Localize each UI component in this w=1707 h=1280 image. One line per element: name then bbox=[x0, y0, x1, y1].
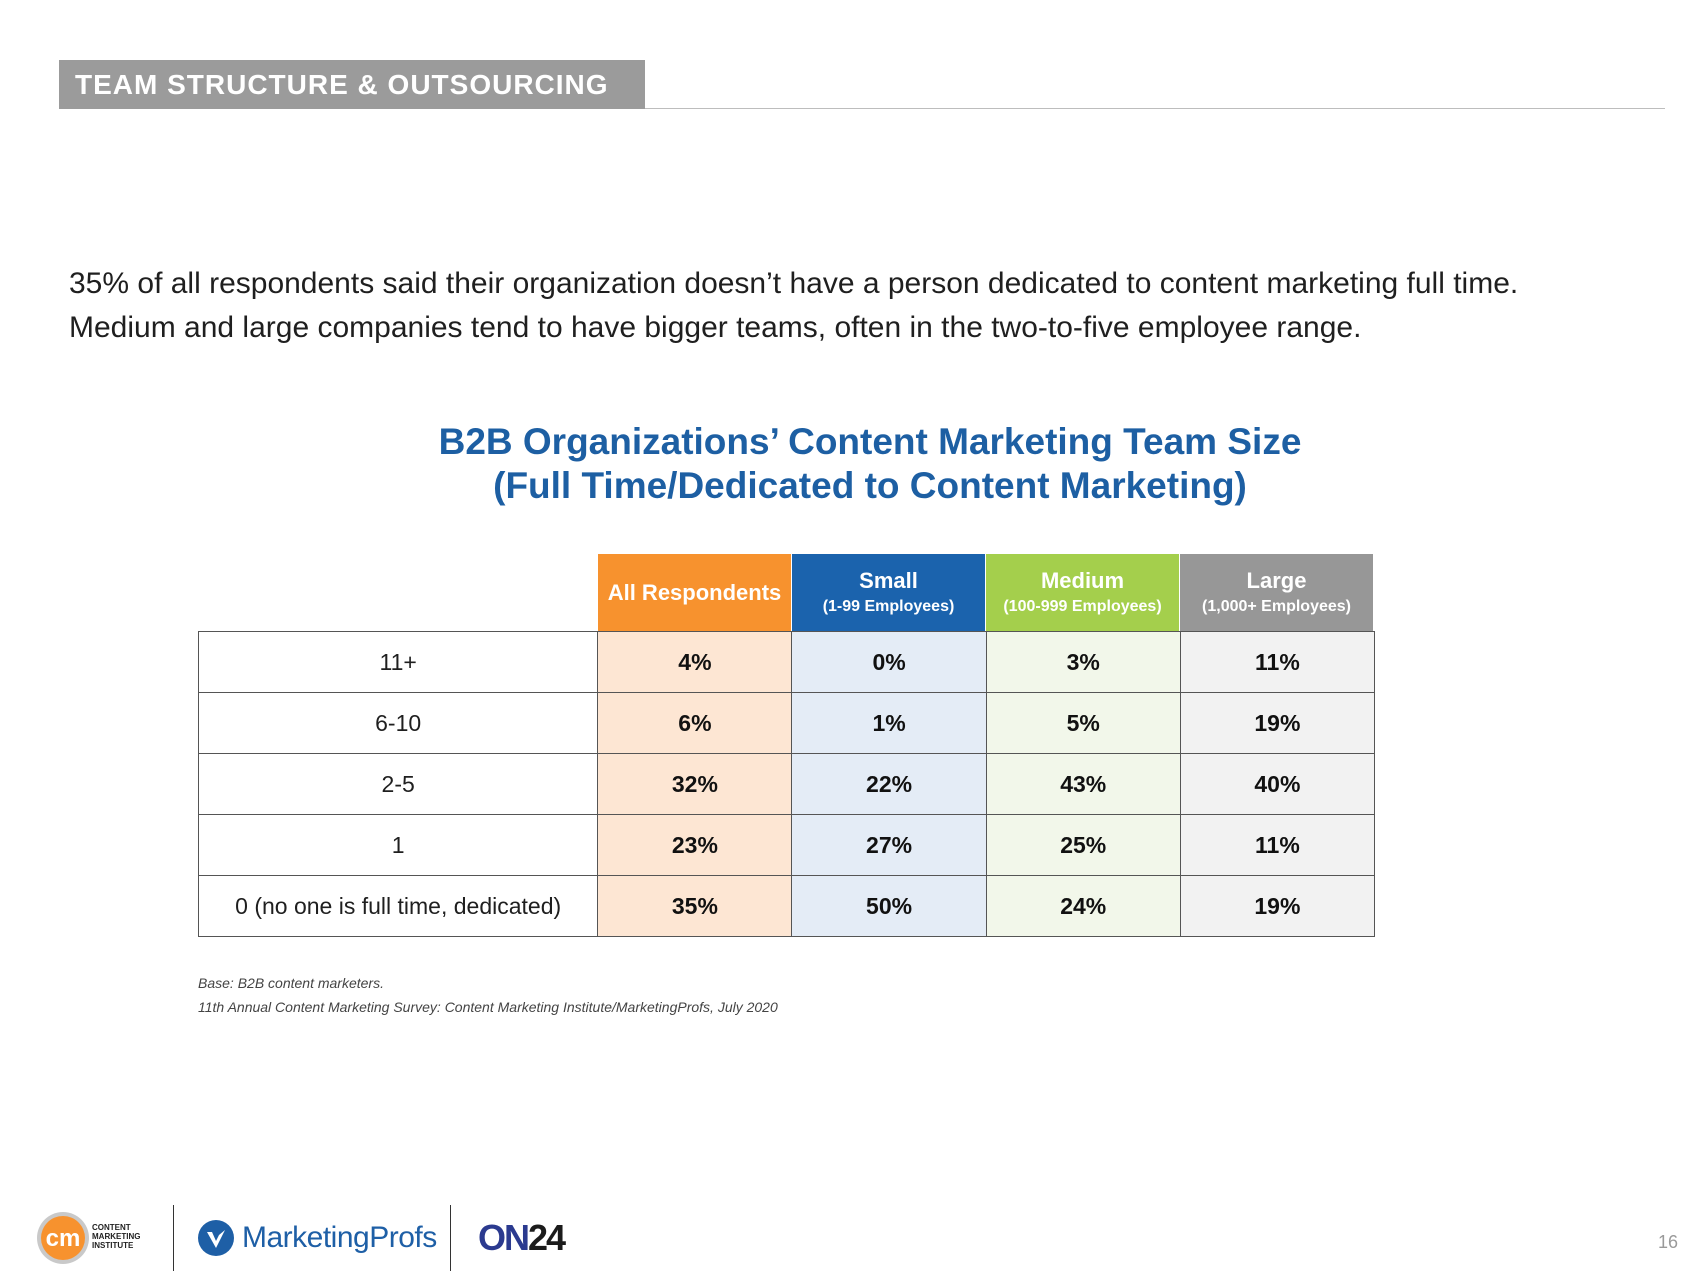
cell-large: 11% bbox=[1179, 631, 1376, 693]
column-header-label: All Respondents bbox=[607, 579, 782, 605]
row-label: 11+ bbox=[197, 631, 599, 693]
on24-logo: ON 24 bbox=[478, 1216, 566, 1260]
column-header-label: Large bbox=[1246, 567, 1307, 593]
footnote-source: 11th Annual Content Marketing Survey: Co… bbox=[198, 999, 778, 1015]
table-row: 1 23% 27% 25% 11% bbox=[197, 814, 1376, 876]
cmi-name-line-1: CONTENT bbox=[92, 1223, 131, 1232]
table-row: 2-5 32% 22% 43% 40% bbox=[197, 753, 1376, 815]
marketingprofs-logo: MarketingProfs bbox=[196, 1217, 437, 1259]
logo-divider bbox=[173, 1205, 174, 1271]
cell-all-respondents: 4% bbox=[597, 631, 793, 693]
cell-all-respondents: 23% bbox=[597, 814, 793, 876]
cell-large: 19% bbox=[1179, 692, 1376, 754]
chart-title-main: B2B Organizations’ Content Marketing Tea… bbox=[438, 421, 1302, 462]
row-label: 1 bbox=[197, 814, 599, 876]
row-label: 2-5 bbox=[197, 753, 599, 815]
intro-line-1: 35% of all respondents said their organi… bbox=[69, 267, 1519, 300]
on24-wordmark-24: 24 bbox=[528, 1217, 566, 1258]
cell-large: 19% bbox=[1179, 875, 1376, 937]
section-divider bbox=[645, 108, 1665, 109]
logo-divider bbox=[450, 1205, 451, 1271]
intro-line-2: Medium and large companies tend to have … bbox=[69, 311, 1362, 344]
column-header-label: Small bbox=[859, 567, 918, 593]
row-label: 0 (no one is full time, dedicated) bbox=[197, 875, 599, 937]
cell-all-respondents: 32% bbox=[597, 753, 793, 815]
table-row: 0 (no one is full time, dedicated) 35% 5… bbox=[197, 875, 1376, 937]
on24-wordmark-on: ON bbox=[478, 1217, 530, 1258]
cmi-logo: cm CONTENT MARKETING INSTITUTE bbox=[34, 1210, 154, 1266]
cmi-name-line-3: INSTITUTE bbox=[92, 1241, 134, 1250]
section-tag: TEAM STRUCTURE & OUTSOURCING bbox=[59, 60, 645, 109]
cmi-logo-icon: cm CONTENT MARKETING INSTITUTE bbox=[37, 1212, 140, 1264]
cell-medium: 3% bbox=[985, 631, 1181, 693]
intro-text: 35% of all respondents said their organi… bbox=[69, 262, 1669, 350]
cell-all-respondents: 6% bbox=[597, 692, 793, 754]
column-header-sublabel: (1-99 Employees) bbox=[822, 597, 955, 615]
marketingprofs-wordmark: MarketingProfs bbox=[242, 1221, 437, 1254]
cell-all-respondents: 35% bbox=[597, 875, 793, 937]
marketingprofs-icon bbox=[198, 1220, 234, 1256]
cmi-name-line-2: MARKETING bbox=[92, 1232, 140, 1241]
column-header-large: Large (1,000+ Employees) bbox=[1180, 554, 1373, 631]
column-header-all-respondents: All Respondents bbox=[598, 554, 791, 631]
column-header-label: Medium bbox=[1040, 567, 1125, 593]
column-header-medium: Medium (100-999 Employees) bbox=[986, 554, 1179, 631]
cell-medium: 25% bbox=[985, 814, 1181, 876]
cell-large: 11% bbox=[1179, 814, 1376, 876]
team-size-table: 11+ 4% 0% 3% 11% 6-10 6% 1% 5% 19% 2-5 3… bbox=[197, 631, 1376, 937]
cell-medium: 24% bbox=[985, 875, 1181, 937]
row-label: 6-10 bbox=[197, 692, 599, 754]
table-row: 6-10 6% 1% 5% 19% bbox=[197, 692, 1376, 754]
column-header-sublabel: (1,000+ Employees) bbox=[1202, 597, 1351, 615]
page-number: 16 bbox=[1658, 1232, 1679, 1252]
footnote-base: Base: B2B content marketers. bbox=[198, 975, 384, 991]
cmi-mark-text: cm bbox=[46, 1225, 81, 1252]
cell-small: 22% bbox=[791, 753, 987, 815]
cell-small: 50% bbox=[791, 875, 987, 937]
cell-small: 0% bbox=[791, 631, 987, 693]
table-row: 11+ 4% 0% 3% 11% bbox=[197, 631, 1376, 693]
column-header-sublabel: (100-999 Employees) bbox=[1003, 597, 1162, 615]
cell-small: 27% bbox=[791, 814, 987, 876]
chart-title: B2B Organizations’ Content Marketing Tea… bbox=[310, 420, 1430, 508]
cell-medium: 43% bbox=[985, 753, 1181, 815]
cell-large: 40% bbox=[1179, 753, 1376, 815]
column-header-small: Small (1-99 Employees) bbox=[792, 554, 985, 631]
chart-subtitle: (Full Time/Dedicated to Content Marketin… bbox=[493, 465, 1247, 506]
cell-medium: 5% bbox=[985, 692, 1181, 754]
cell-small: 1% bbox=[791, 692, 987, 754]
